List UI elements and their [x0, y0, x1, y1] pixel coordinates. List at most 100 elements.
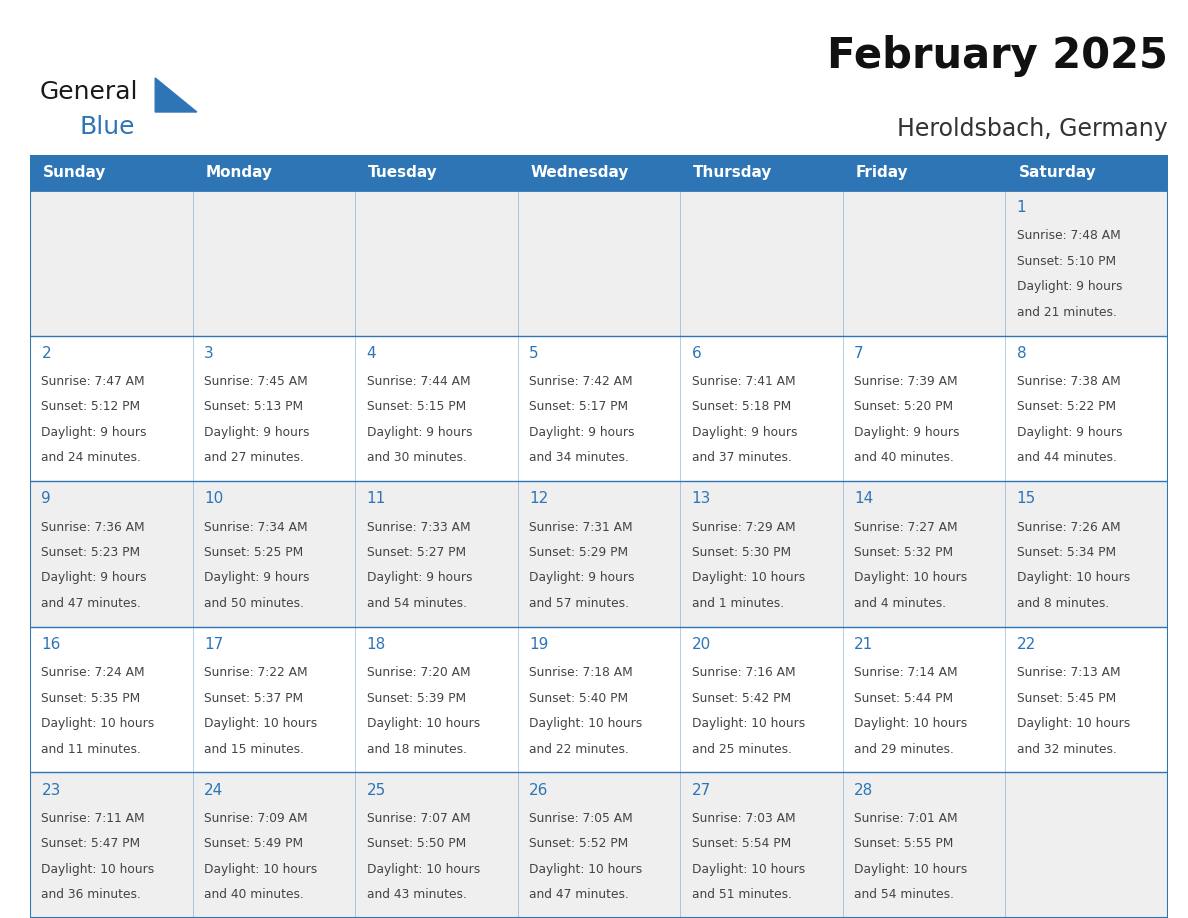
Text: 6: 6: [691, 346, 701, 361]
Text: and 8 minutes.: and 8 minutes.: [1017, 597, 1110, 610]
Text: Daylight: 10 hours: Daylight: 10 hours: [691, 717, 805, 730]
Text: and 54 minutes.: and 54 minutes.: [367, 597, 467, 610]
Text: Sunset: 5:40 PM: Sunset: 5:40 PM: [529, 691, 628, 705]
Text: 28: 28: [854, 782, 873, 798]
Text: Sunset: 5:30 PM: Sunset: 5:30 PM: [691, 546, 791, 559]
Text: Sunrise: 7:34 AM: Sunrise: 7:34 AM: [204, 521, 308, 533]
Text: Daylight: 9 hours: Daylight: 9 hours: [42, 426, 147, 439]
Text: Sunrise: 7:27 AM: Sunrise: 7:27 AM: [854, 521, 958, 533]
Text: and 50 minutes.: and 50 minutes.: [204, 597, 304, 610]
Text: Daylight: 10 hours: Daylight: 10 hours: [367, 863, 480, 876]
Text: Sunrise: 7:22 AM: Sunrise: 7:22 AM: [204, 666, 308, 679]
Text: Daylight: 10 hours: Daylight: 10 hours: [691, 572, 805, 585]
Bar: [30, 772, 1168, 918]
Text: 1: 1: [1017, 200, 1026, 215]
Text: 24: 24: [204, 782, 223, 798]
Text: Sunrise: 7:48 AM: Sunrise: 7:48 AM: [1017, 230, 1120, 242]
Text: and 21 minutes.: and 21 minutes.: [1017, 306, 1117, 319]
Text: and 37 minutes.: and 37 minutes.: [691, 452, 791, 465]
Text: Daylight: 9 hours: Daylight: 9 hours: [42, 572, 147, 585]
Text: Daylight: 10 hours: Daylight: 10 hours: [854, 717, 967, 730]
Text: and 27 minutes.: and 27 minutes.: [204, 452, 304, 465]
Text: and 24 minutes.: and 24 minutes.: [42, 452, 141, 465]
Bar: [30, 190, 1168, 336]
Text: and 4 minutes.: and 4 minutes.: [854, 597, 947, 610]
Text: Daylight: 9 hours: Daylight: 9 hours: [204, 572, 309, 585]
Text: Sunrise: 7:09 AM: Sunrise: 7:09 AM: [204, 812, 308, 824]
Text: Daylight: 10 hours: Daylight: 10 hours: [367, 717, 480, 730]
Text: Sunset: 5:10 PM: Sunset: 5:10 PM: [1017, 255, 1116, 268]
Text: Sunset: 5:27 PM: Sunset: 5:27 PM: [367, 546, 466, 559]
Text: and 57 minutes.: and 57 minutes.: [529, 597, 630, 610]
Text: Sunset: 5:49 PM: Sunset: 5:49 PM: [204, 837, 303, 850]
Text: Sunset: 5:37 PM: Sunset: 5:37 PM: [204, 691, 303, 705]
Text: Sunset: 5:45 PM: Sunset: 5:45 PM: [1017, 691, 1116, 705]
Text: Daylight: 10 hours: Daylight: 10 hours: [529, 717, 643, 730]
Text: Sunrise: 7:29 AM: Sunrise: 7:29 AM: [691, 521, 795, 533]
Text: Daylight: 10 hours: Daylight: 10 hours: [42, 717, 154, 730]
Text: Sunset: 5:13 PM: Sunset: 5:13 PM: [204, 400, 303, 413]
Text: Sunset: 5:50 PM: Sunset: 5:50 PM: [367, 837, 466, 850]
Text: Monday: Monday: [206, 165, 272, 180]
Text: Daylight: 10 hours: Daylight: 10 hours: [854, 572, 967, 585]
Text: and 34 minutes.: and 34 minutes.: [529, 452, 628, 465]
Text: 20: 20: [691, 637, 710, 652]
Text: Tuesday: Tuesday: [368, 165, 438, 180]
Text: February 2025: February 2025: [827, 35, 1168, 77]
Text: Daylight: 9 hours: Daylight: 9 hours: [529, 426, 634, 439]
Text: 22: 22: [1017, 637, 1036, 652]
Text: Sunrise: 7:03 AM: Sunrise: 7:03 AM: [691, 812, 795, 824]
Text: 21: 21: [854, 637, 873, 652]
Text: and 32 minutes.: and 32 minutes.: [1017, 743, 1117, 756]
Text: 9: 9: [42, 491, 51, 507]
Text: 25: 25: [367, 782, 386, 798]
Text: Sunday: Sunday: [43, 165, 107, 180]
Text: and 40 minutes.: and 40 minutes.: [854, 452, 954, 465]
Bar: [30, 155, 1168, 190]
Text: Friday: Friday: [855, 165, 909, 180]
Text: and 54 minutes.: and 54 minutes.: [854, 888, 954, 901]
Text: 18: 18: [367, 637, 386, 652]
Text: General: General: [40, 80, 139, 104]
Text: and 11 minutes.: and 11 minutes.: [42, 743, 141, 756]
Text: and 29 minutes.: and 29 minutes.: [854, 743, 954, 756]
Text: 14: 14: [854, 491, 873, 507]
Text: 23: 23: [42, 782, 61, 798]
Text: Daylight: 10 hours: Daylight: 10 hours: [42, 863, 154, 876]
Text: Sunrise: 7:13 AM: Sunrise: 7:13 AM: [1017, 666, 1120, 679]
Text: and 1 minutes.: and 1 minutes.: [691, 597, 784, 610]
Text: Sunrise: 7:44 AM: Sunrise: 7:44 AM: [367, 375, 470, 388]
Text: Sunrise: 7:38 AM: Sunrise: 7:38 AM: [1017, 375, 1120, 388]
Text: Wednesday: Wednesday: [531, 165, 630, 180]
Text: Daylight: 9 hours: Daylight: 9 hours: [1017, 426, 1123, 439]
Text: Blue: Blue: [80, 115, 135, 139]
Text: 17: 17: [204, 637, 223, 652]
Text: Sunset: 5:34 PM: Sunset: 5:34 PM: [1017, 546, 1116, 559]
Text: 16: 16: [42, 637, 61, 652]
Text: 19: 19: [529, 637, 549, 652]
Text: Sunset: 5:55 PM: Sunset: 5:55 PM: [854, 837, 954, 850]
Text: Sunrise: 7:01 AM: Sunrise: 7:01 AM: [854, 812, 958, 824]
Text: and 36 minutes.: and 36 minutes.: [42, 888, 141, 901]
Text: Sunset: 5:39 PM: Sunset: 5:39 PM: [367, 691, 466, 705]
Text: Daylight: 10 hours: Daylight: 10 hours: [529, 863, 643, 876]
Text: Daylight: 9 hours: Daylight: 9 hours: [691, 426, 797, 439]
Text: Sunset: 5:17 PM: Sunset: 5:17 PM: [529, 400, 628, 413]
Text: Sunrise: 7:31 AM: Sunrise: 7:31 AM: [529, 521, 633, 533]
Text: and 15 minutes.: and 15 minutes.: [204, 743, 304, 756]
Text: 4: 4: [367, 346, 377, 361]
Text: and 40 minutes.: and 40 minutes.: [204, 888, 304, 901]
Text: 12: 12: [529, 491, 549, 507]
Text: Daylight: 9 hours: Daylight: 9 hours: [367, 572, 472, 585]
Text: and 47 minutes.: and 47 minutes.: [529, 888, 628, 901]
Text: Sunrise: 7:33 AM: Sunrise: 7:33 AM: [367, 521, 470, 533]
Text: Sunset: 5:52 PM: Sunset: 5:52 PM: [529, 837, 628, 850]
Text: Sunset: 5:25 PM: Sunset: 5:25 PM: [204, 546, 303, 559]
Text: 7: 7: [854, 346, 864, 361]
Text: Daylight: 10 hours: Daylight: 10 hours: [1017, 572, 1130, 585]
Text: Sunrise: 7:47 AM: Sunrise: 7:47 AM: [42, 375, 145, 388]
Polygon shape: [156, 78, 197, 112]
Text: Sunset: 5:12 PM: Sunset: 5:12 PM: [42, 400, 140, 413]
Text: Sunset: 5:44 PM: Sunset: 5:44 PM: [854, 691, 953, 705]
Text: 10: 10: [204, 491, 223, 507]
